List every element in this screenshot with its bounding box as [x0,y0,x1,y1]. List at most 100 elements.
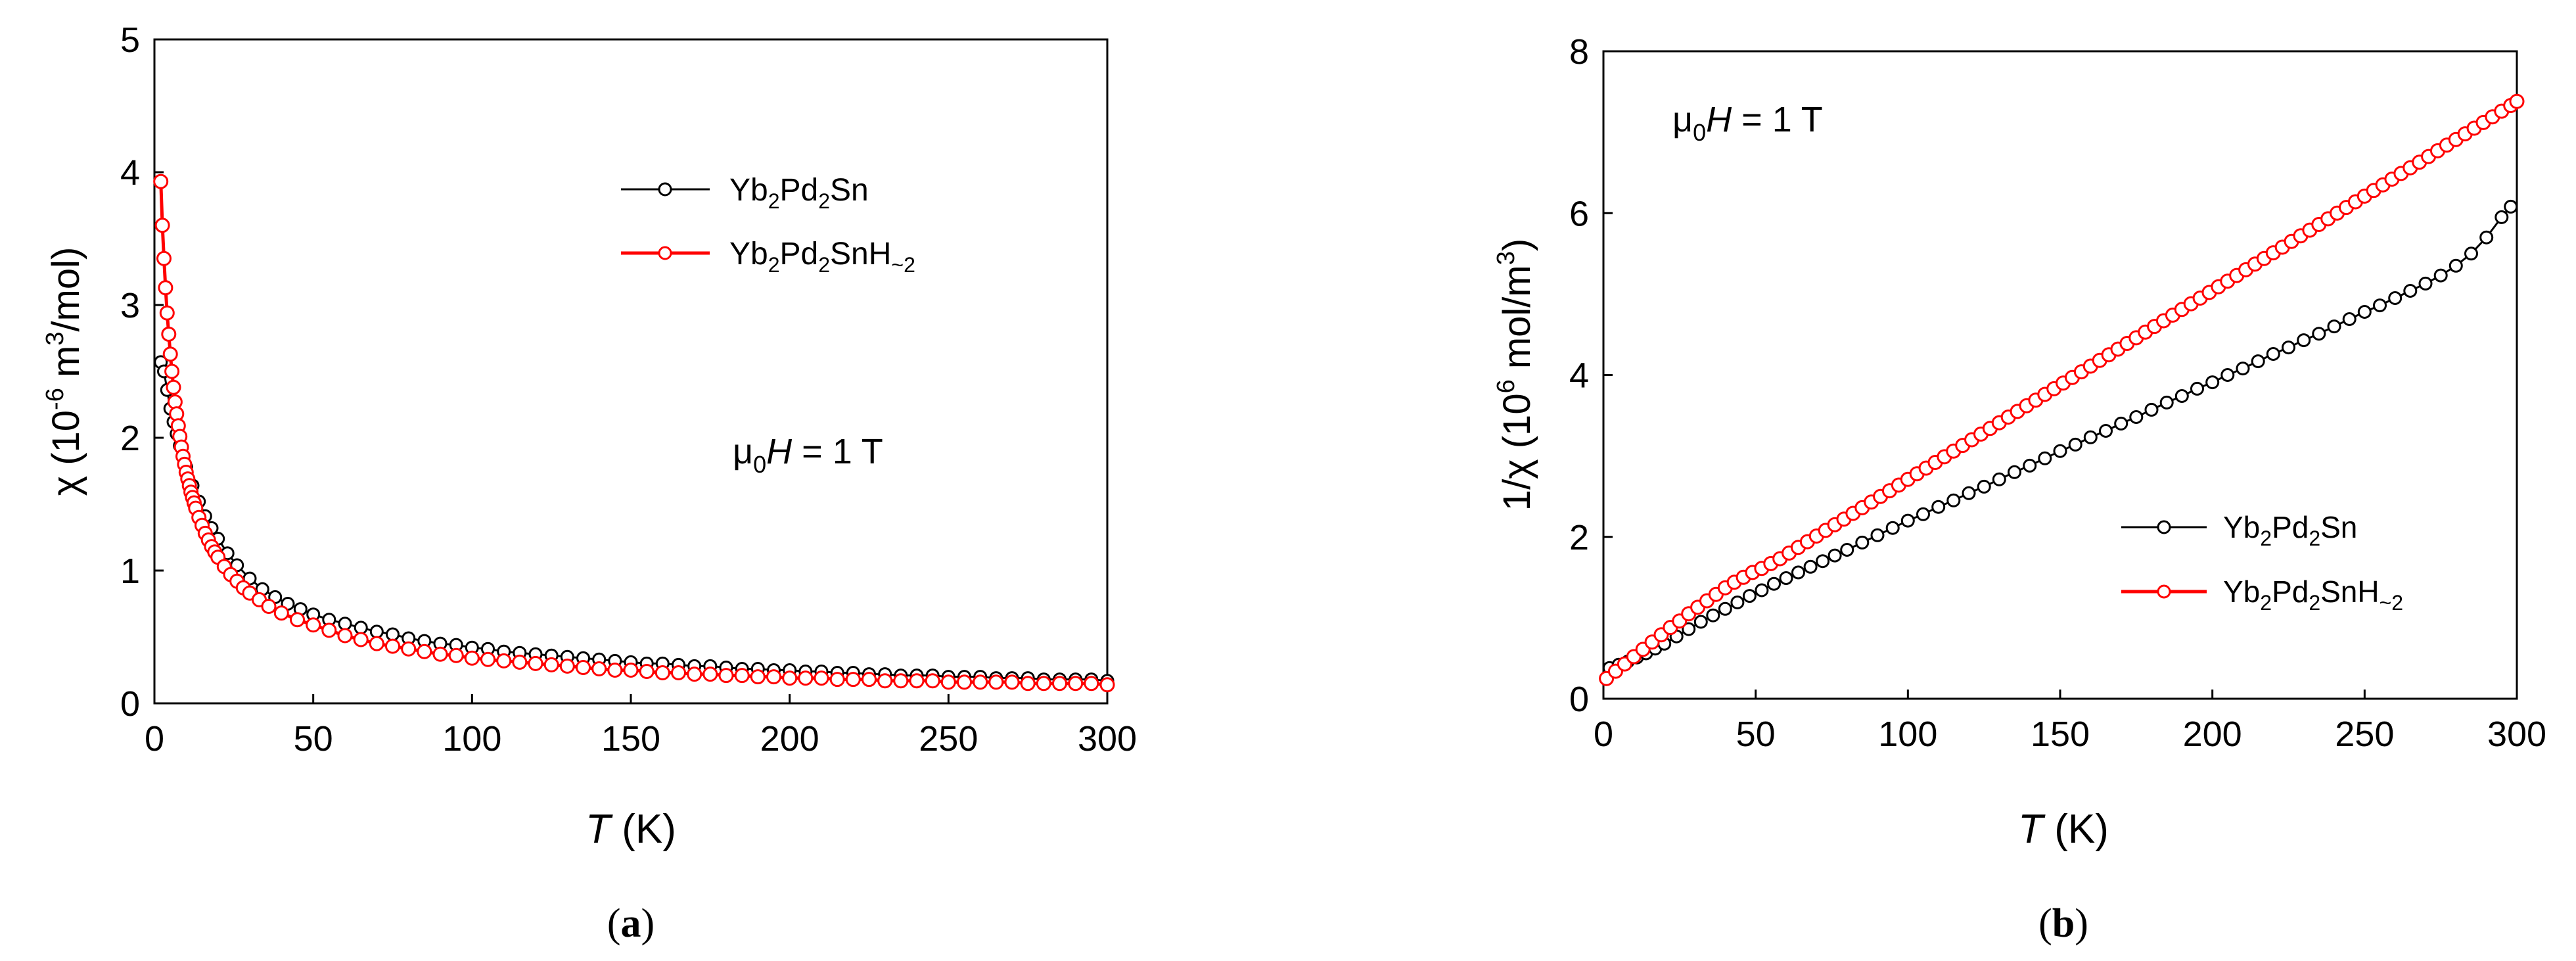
data-point-yb2pd2snh2 [161,326,177,342]
x-axis-label-italic: T [2018,807,2046,852]
x-axis-label-italic: T [586,807,613,852]
data-point-yb2pd2snh2 [261,599,277,614]
data-point-yb2pd2snh2 [417,644,432,659]
panel-a: 0 50 100 150 200 250 300 0 1 2 3 4 5 χ (10-6 m3/mol)… [41,20,1137,946]
data-point-yb2pd2sn [2297,333,2311,348]
x-tick-label: 250 [2335,715,2394,754]
legend-label-part: 2 [2309,591,2320,615]
data-point-yb2pd2snh2 [607,663,623,678]
panel-caption-b: (b) [2038,901,2088,946]
data-point-yb2pd2snh2 [734,668,750,684]
data-point-yb2pd2snh2 [576,660,591,675]
data-series [1599,93,2525,686]
y-tick-label: 8 [1569,32,1589,72]
data-point-yb2pd2sn [2282,340,2295,355]
legend-label-part: 2 [2309,527,2320,550]
data-point-yb2pd2sn [1977,479,1991,494]
data-point-yb2pd2sn [2433,268,2448,283]
x-tick-label: 100 [1878,715,1937,754]
data-point-yb2pd2snh2 [385,638,400,654]
y-axis-label: 1/χ (106 mol/m3) [1492,239,1538,511]
y-axis-label-tail: /mol) [45,247,87,332]
data-point-yb2pd2sn [2174,389,2189,403]
data-point-yb2pd2sn [1791,565,1805,580]
data-point-yb2pd2sn [2312,327,2326,341]
legend-label-part: 2 [768,253,780,277]
data-point-yb2pd2snh2 [718,668,734,684]
data-point-yb2pd2sn [2099,424,2113,438]
legend-label-yb2pd2snh2: Yb2Pd2SnH~2 [729,237,915,277]
tick-labels: 0 50 100 150 200 250 300 0 2 4 6 8 [1569,32,2546,754]
data-point-yb2pd2snh2 [369,636,384,651]
data-point-yb2pd2sn [2008,465,2021,479]
y-tick-label: 3 [120,286,140,325]
tick-labels: 0 50 100 150 200 250 300 0 1 2 3 4 5 [120,20,1137,759]
legend-label-part: Sn [2320,510,2357,544]
y-axis-label-sup1: 6 [1492,379,1520,393]
x-tick-label: 300 [2487,715,2546,754]
x-tick-label: 300 [1078,719,1137,759]
data-point-yb2pd2sn [2251,354,2265,369]
data-point-yb2pd2sn [1767,576,1781,591]
annotation-rest: = 1 T [792,432,883,471]
data-point-yb2pd2snh2 [925,673,940,689]
legend-label-part: 2 [2260,527,2272,550]
annotation-italic: H [1706,100,1732,139]
data-point-yb2pd2sn [1962,486,1976,500]
data-point-yb2pd2snh2 [845,672,861,688]
y-axis-label-sup2: 3 [1492,251,1520,265]
legend: Yb2Pd2Sn Yb2Pd2SnH~2 [2121,510,2403,615]
data-point-yb2pd2sn [1931,500,1946,514]
legend-label-part: Pd [2272,510,2309,544]
data-point-yb2pd2sn [386,627,400,642]
data-point-yb2pd2snh2 [814,670,829,686]
panel-caption-a: (a) [607,901,655,946]
data-point-yb2pd2snh2 [321,622,337,638]
data-point-yb2pd2sn [2083,430,2098,444]
legend-label-part: Yb [729,237,768,271]
legend-label-yb2pd2sn: Yb2Pd2Sn [2223,510,2357,550]
data-point-yb2pd2snh2 [766,669,781,685]
legend-label-yb2pd2sn: Yb2Pd2Sn [729,173,869,213]
data-point-yb2pd2sn [2220,368,2235,382]
data-point-yb2pd2snh2 [973,674,988,690]
data-point-yb2pd2sn [1730,596,1745,609]
data-point-yb2pd2snh2 [559,658,575,674]
y-tick-label: 4 [120,153,140,193]
annotation-sub: 0 [753,451,766,478]
legend-label-part: 2 [768,189,780,213]
data-point-yb2pd2snh2 [1004,674,1020,690]
data-point-yb2pd2snh2 [164,363,180,379]
data-point-yb2pd2snh2 [1020,676,1036,691]
data-point-yb2pd2snh2 [432,646,448,662]
data-point-yb2pd2snh2 [940,674,956,690]
data-point-yb2pd2snh2 [290,612,305,628]
x-tick-label: 200 [760,719,819,759]
data-point-yb2pd2sn [2190,381,2204,396]
data-point-yb2pd2sn [1855,535,1870,550]
data-point-yb2pd2sn [1779,571,1793,585]
plot-frame [153,38,1109,705]
x-tick-label: 150 [601,719,660,759]
x-axis-label: T (K) [2018,807,2109,852]
data-point-yb2pd2sn [1742,589,1757,603]
x-tick-label: 200 [2183,715,2242,754]
data-point-yb2pd2snh2 [639,664,655,679]
data-point-yb2pd2snh2 [1084,676,1099,691]
data-series [153,174,1115,693]
data-point-yb2pd2snh2 [893,673,909,689]
data-point-yb2pd2snh2 [273,605,289,621]
data-point-yb2pd2snh2 [401,641,417,657]
data-point-yb2pd2sn [2388,291,2403,305]
data-point-yb2pd2sn [2038,451,2052,465]
data-point-yb2pd2sn [1900,513,1915,528]
data-point-yb2pd2snh2 [480,651,495,667]
data-point-yb2pd2snh2 [877,673,893,689]
data-point-yb2pd2sn [2144,402,2159,417]
data-point-yb2pd2sn [2205,375,2220,390]
data-point-yb2pd2snh2 [1068,676,1084,691]
data-point-yb2pd2snh2 [798,670,814,686]
data-point-yb2pd2sn [2373,298,2387,313]
y-axis-label-mid: m [45,346,87,388]
